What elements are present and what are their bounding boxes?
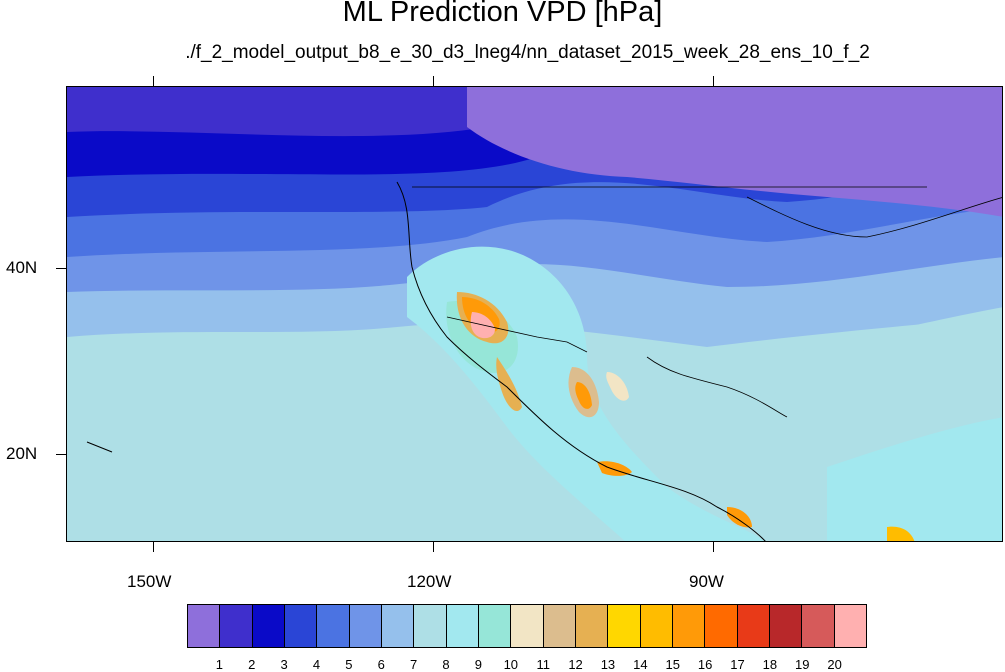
x-tick-label-150w: 150W: [127, 572, 172, 591]
colorbar-swatch: [220, 605, 253, 647]
colorbar-swatch: [446, 605, 479, 647]
colorbar-label: 1: [215, 657, 223, 672]
colorbar-label: 14: [633, 657, 648, 672]
colorbar-swatch: [834, 605, 866, 647]
y-tick-label-40n: 40N: [6, 258, 38, 277]
colorbar-label: 15: [665, 657, 680, 672]
colorbar-swatch: [543, 605, 576, 647]
colorbar-label: 11: [536, 657, 550, 672]
colorbar-swatch: [317, 605, 350, 647]
colorbar-label: 4: [312, 657, 321, 672]
page-subtitle: ./f_2_model_output_b8_e_30_d3_lneg4/nn_d…: [185, 42, 870, 63]
colorbar-label: 16: [697, 657, 713, 672]
colorbar-swatch: [575, 605, 609, 647]
map-panel: [66, 86, 1003, 542]
colorbar-swatch: [252, 605, 285, 647]
colorbar-label: 18: [762, 657, 778, 672]
colorbar-swatch: [672, 605, 706, 647]
colorbar-swatch: [640, 605, 673, 647]
colorbar-swatch: [414, 605, 447, 647]
colorbar-swatch: [769, 605, 803, 647]
colorbar-swatch: [381, 605, 415, 647]
colorbar-label: 2: [248, 657, 256, 672]
colorbar-label: 3: [280, 657, 288, 672]
colorbar-label: 17: [730, 657, 745, 672]
colorbar-label: 8: [442, 657, 450, 672]
colorbar-swatch: [802, 605, 835, 647]
colorbar-label: 7: [410, 657, 418, 672]
colorbar-swatch: [188, 605, 221, 647]
colorbar-swatch: [284, 605, 318, 647]
x-tick-label-120w: 120W: [407, 572, 452, 591]
colorbar-swatch: [349, 605, 382, 647]
colorbar-label: 19: [795, 657, 810, 672]
colorbar-swatch: [608, 605, 641, 647]
colorbar-label: 5: [345, 657, 353, 672]
page-title: ML Prediction VPD [hPa]: [342, 0, 663, 28]
colorbar-label: 12: [568, 657, 583, 672]
colorbar: [187, 604, 867, 648]
colorbar-swatch: [478, 605, 512, 647]
map-field: [67, 87, 1002, 541]
x-tick-label-90w: 90W: [689, 572, 724, 591]
colorbar-swatch: [737, 605, 770, 647]
colorbar-swatch: [705, 605, 738, 647]
y-tick-label-20n: 20N: [6, 444, 38, 463]
colorbar-swatch: [511, 605, 544, 647]
colorbar-label: 6: [377, 657, 385, 672]
colorbar-label: 20: [827, 657, 842, 672]
colorbar-label: 13: [600, 657, 616, 672]
colorbar-label: 9: [474, 657, 483, 672]
colorbar-label: 10: [503, 657, 519, 672]
